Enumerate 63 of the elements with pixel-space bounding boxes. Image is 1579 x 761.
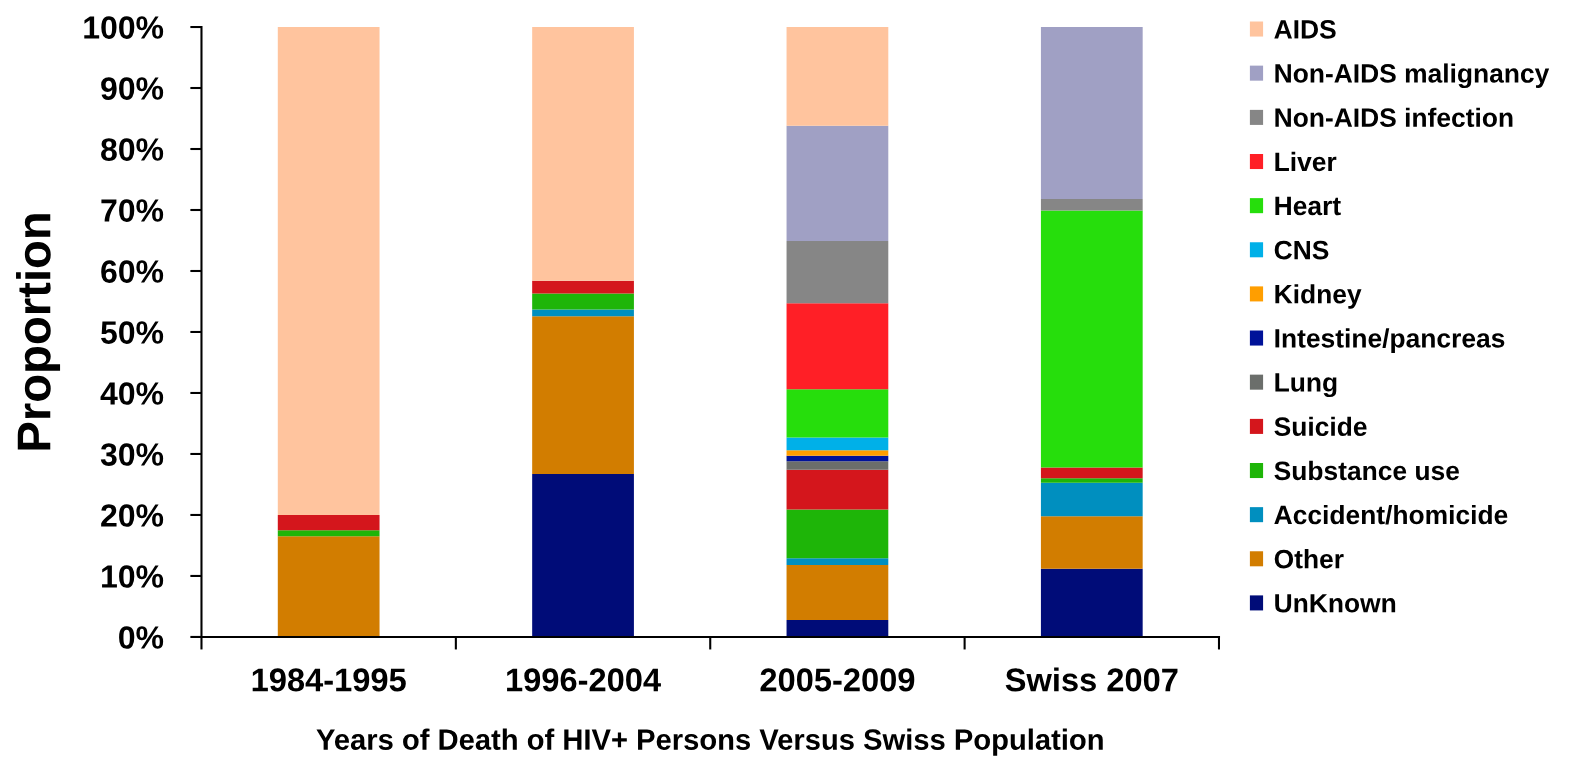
- bar: [786, 27, 889, 126]
- y-tick-label: 10%: [102, 565, 164, 588]
- legend-label: Substance use: [1274, 460, 1459, 481]
- bar: [1040, 27, 1143, 200]
- bar: [786, 469, 889, 510]
- y-tick-label: 60%: [101, 260, 164, 283]
- bar: [277, 27, 380, 515]
- legend-label: Non-AIDS infection: [1275, 107, 1513, 128]
- bar: [786, 564, 889, 620]
- bar: [1040, 467, 1143, 479]
- x-axis-title: Years of Death of HIV+ Persons Versus Swiss Population: [316, 728, 1103, 756]
- y-tick-label: 50%: [101, 321, 164, 344]
- bar: [786, 241, 889, 304]
- legend-label: Other: [1274, 549, 1344, 569]
- y-tick-label: 90%: [101, 77, 164, 100]
- bar: [1040, 478, 1143, 483]
- legend-label: Non-AIDS malignancy: [1275, 63, 1550, 89]
- bar: [786, 450, 889, 456]
- bar: [786, 619, 889, 637]
- bar: [786, 455, 889, 462]
- y-tick-label: 100%: [84, 16, 164, 39]
- legend-label: Lung: [1275, 373, 1337, 398]
- y-tick-label: 80%: [101, 138, 164, 161]
- legend-label: Kidney: [1275, 284, 1362, 309]
- x-tick-label: 1996-2004: [507, 668, 661, 692]
- bar: [532, 309, 634, 317]
- y-tick-label: 20%: [101, 504, 164, 527]
- x-tick-label: 1984-1995: [252, 668, 406, 692]
- legend-label: Accident/homicide: [1274, 504, 1508, 525]
- bar: [532, 27, 634, 281]
- y-tick-label: 40%: [100, 382, 164, 405]
- bar: [786, 437, 889, 451]
- bar: [532, 280, 634, 294]
- x-tick-label: Swiss 2007: [1005, 667, 1178, 692]
- y-tick-label: 30%: [100, 443, 164, 466]
- bar: [786, 389, 889, 438]
- bar: [1040, 568, 1143, 637]
- legend-label: CNS: [1274, 240, 1329, 260]
- bar: [1040, 482, 1143, 517]
- y-tick-label: 0%: [119, 626, 164, 649]
- bar: [1040, 210, 1143, 468]
- legend-label: Suicide: [1274, 416, 1367, 437]
- legend-label: Heart: [1275, 196, 1341, 216]
- legend-label: Intestine/pancreas: [1275, 328, 1505, 353]
- y-axis-title: Proportion: [16, 214, 61, 450]
- bar: [532, 316, 634, 475]
- bar: [786, 509, 889, 559]
- legend-label: Liver: [1275, 151, 1337, 172]
- bar: [532, 293, 634, 310]
- bar: [1040, 199, 1143, 211]
- bar: [532, 474, 634, 637]
- x-tick-label: 2005-2009: [760, 668, 915, 692]
- bar: [786, 125, 889, 242]
- bar: [277, 514, 380, 531]
- legend-label: UnKnown: [1275, 594, 1396, 613]
- legend-label: AIDS: [1274, 19, 1336, 39]
- bar: [277, 530, 380, 537]
- bar: [786, 558, 889, 565]
- bar: [1040, 516, 1143, 569]
- y-tick-label: 70%: [101, 199, 164, 222]
- bar: [277, 536, 380, 637]
- bar: [786, 461, 889, 470]
- bar: [786, 303, 889, 390]
